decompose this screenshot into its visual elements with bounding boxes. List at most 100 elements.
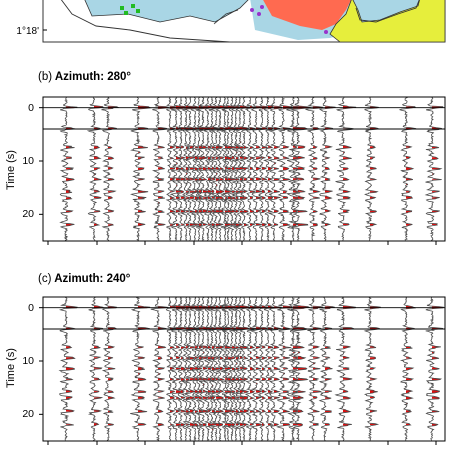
seismic-trace — [227, 297, 240, 441]
seismic-trace — [150, 297, 169, 441]
map-sea-west — [84, 0, 249, 23]
trace-fill — [244, 197, 248, 199]
map-panel-a: 1°18' — [0, 0, 474, 60]
map-station-green — [131, 4, 135, 8]
seismogram-panel-b: (b) Azimuth: 280° Time (s) 0 10 20 — [0, 68, 474, 268]
seismic-trace — [244, 97, 257, 241]
seismic-trace — [244, 297, 258, 441]
map-station-purple — [324, 30, 328, 34]
seismic-trace — [197, 297, 211, 441]
seismogram-plot-c: Time (s) 0 10 20 — [5, 296, 446, 445]
trace-fill — [195, 423, 198, 426]
trace-fill — [370, 390, 378, 393]
trace-fill — [190, 423, 196, 426]
map-coastline — [60, 0, 231, 43]
seismic-trace — [59, 97, 78, 241]
trace-fill — [108, 224, 114, 226]
trace-fill — [343, 210, 350, 213]
map-coastline-east — [355, 0, 420, 23]
seismogram-panel-c: (c) Azimuth: 240° Time (s) 0 10 20 — [0, 266, 474, 474]
trace-fill — [250, 397, 254, 399]
seismic-trace — [100, 97, 120, 241]
seismic-trace — [250, 97, 265, 241]
trace-fill — [268, 146, 273, 148]
seismic-trace — [268, 297, 282, 441]
seismic-trace — [257, 297, 270, 441]
map-strip: 1°18' — [16, 0, 446, 43]
seismic-trace — [203, 297, 216, 441]
map-station-green — [124, 11, 128, 15]
seismic-trace — [267, 97, 283, 241]
trace-fill — [66, 157, 72, 159]
seismic-trace — [399, 297, 417, 441]
map-red-zone — [263, 0, 351, 30]
seismic-trace — [165, 97, 178, 241]
seismic-trace — [189, 97, 202, 241]
trace-fill — [274, 223, 278, 225]
trace-fill — [225, 378, 229, 380]
map-yellow-zone — [329, 0, 446, 43]
panel-b-ytick-10: 10 — [22, 155, 34, 167]
trace-fill — [298, 368, 307, 370]
trace-fill — [343, 396, 351, 399]
trace-fill — [325, 346, 331, 349]
trace-fill — [225, 357, 229, 359]
map-lat-label: 1°18' — [16, 26, 39, 37]
trace-fill — [220, 168, 224, 170]
trace-fill — [325, 367, 333, 370]
seismic-trace — [87, 297, 105, 441]
trace-fill — [216, 167, 220, 170]
seismic-trace — [164, 297, 178, 441]
seismic-trace — [58, 297, 78, 441]
trace-fill — [190, 168, 195, 170]
trace-fill — [176, 346, 180, 348]
seismic-trace — [318, 97, 336, 241]
map-station-purple — [257, 12, 261, 16]
panel-b-ytick-0: 0 — [28, 102, 34, 114]
seismic-trace — [290, 97, 311, 241]
trace-fill — [250, 410, 255, 413]
panel-c-letter: (c) — [38, 273, 52, 285]
trace-fill — [325, 410, 332, 413]
seismic-trace — [262, 97, 274, 241]
trace-fill — [170, 178, 175, 181]
trace-fill — [236, 346, 241, 349]
trace-fill — [66, 409, 74, 412]
trace-fill — [370, 157, 375, 160]
trace-fill — [94, 196, 101, 199]
panel-c-ylabel: Time (s) — [5, 348, 17, 388]
trace-fill — [268, 390, 273, 393]
panel-c-ytick-10: 10 — [22, 355, 34, 367]
seismic-trace — [129, 97, 153, 241]
seismic-trace — [318, 297, 335, 441]
trace-fill — [158, 368, 165, 370]
map-station-green — [120, 6, 124, 10]
seismic-trace — [101, 297, 118, 441]
trace-fill — [228, 423, 233, 427]
trace-fill — [220, 367, 225, 370]
trace-fill — [313, 396, 317, 399]
panel-b-letter: (b) — [38, 71, 53, 83]
trace-fill — [66, 210, 73, 213]
panel-b-ytick-20: 20 — [22, 208, 34, 220]
panel-c-ytick-0: 0 — [28, 302, 34, 314]
trace-fill — [325, 167, 330, 170]
panel-c-ytick-20: 20 — [22, 408, 34, 420]
trace-fill — [236, 357, 239, 360]
seismic-trace — [263, 297, 275, 441]
plot-frame — [42, 96, 446, 242]
seismic-trace — [307, 297, 324, 441]
map-station-purple — [250, 8, 254, 12]
seismic-trace — [170, 297, 186, 441]
trace-fill — [212, 346, 216, 349]
seismic-trace — [398, 97, 417, 241]
seismic-trace — [258, 97, 269, 241]
trace-fill — [138, 223, 146, 226]
trace-fill — [186, 397, 191, 399]
trace-fill — [220, 196, 224, 199]
trace-fill — [274, 168, 279, 170]
seismic-trace — [176, 97, 188, 241]
seismic-trace — [176, 297, 189, 441]
seismogram-traces — [59, 97, 444, 241]
trace-fill — [250, 167, 254, 170]
